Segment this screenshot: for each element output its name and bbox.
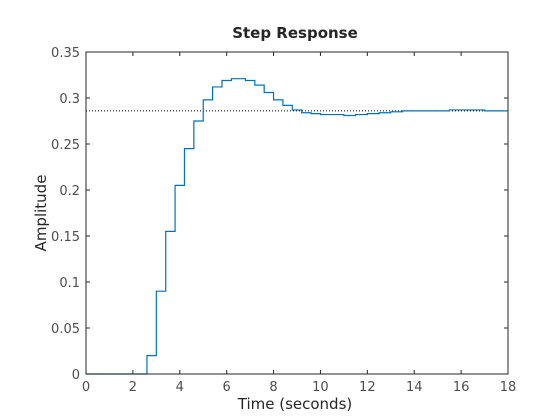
y-tick-label: 0.1 <box>59 276 80 291</box>
x-tick-label: 18 <box>500 380 517 395</box>
x-tick-label: 4 <box>176 380 184 395</box>
series-layer <box>86 78 508 375</box>
axes-box <box>85 51 509 375</box>
plot-area <box>86 52 508 374</box>
x-tick-label: 6 <box>223 380 231 395</box>
chart-title: Step Response <box>232 24 358 42</box>
x-tick-label: 12 <box>359 380 376 395</box>
y-axis-label: Amplitude <box>32 175 50 252</box>
x-tick-label: 16 <box>453 380 470 395</box>
x-tick-label: 2 <box>129 380 137 395</box>
step-response-line <box>86 78 508 375</box>
x-tick-label: 14 <box>406 380 423 395</box>
x-tick-label: 10 <box>312 380 329 395</box>
y-tick-label: 0.25 <box>51 138 80 153</box>
axis-ticks: 0 2 4 6 8 10 12 14 16 18 0 0.05 0.1 0.15 0.2 0.25 0.3 0.3… <box>51 46 516 395</box>
y-tick-label: 0.3 <box>59 92 80 107</box>
y-tick-label: 0.15 <box>51 230 80 245</box>
y-tick-label: 0.2 <box>59 184 80 199</box>
x-tick-label: 8 <box>269 380 277 395</box>
y-tick-label: 0 <box>72 368 80 383</box>
x-tick-label: 0 <box>82 380 90 395</box>
x-axis-label: Time (seconds) <box>237 395 353 413</box>
y-tick-label: 0.35 <box>51 46 80 61</box>
y-tick-label: 0.05 <box>51 322 80 337</box>
